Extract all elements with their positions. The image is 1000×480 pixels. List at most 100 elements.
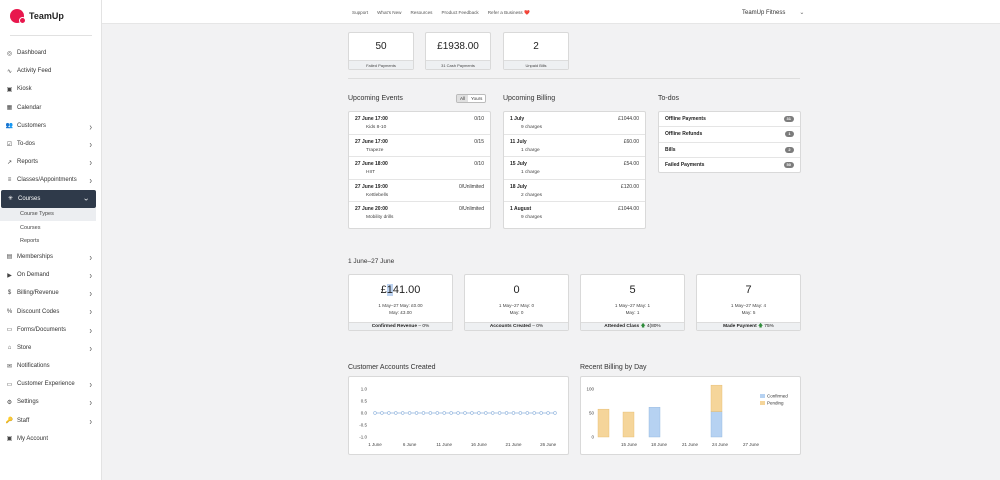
top-link-2[interactable]: Resources bbox=[410, 10, 433, 15]
billing-chart: 100 50 0 15 June 18 June 21 June 24 June 27 Jun… bbox=[580, 376, 801, 455]
settings-icon: ⚙ bbox=[6, 399, 13, 406]
kpi-change: 0% bbox=[422, 324, 430, 329]
sidebar-item-customers[interactable]: 👥 Customers › bbox=[0, 117, 100, 135]
event-capacity: 0/15 bbox=[474, 138, 484, 145]
stat-label: 31 Cash Payments bbox=[426, 60, 490, 69]
calendar-icon: ▦ bbox=[6, 105, 13, 112]
sidebar-item-on-demand[interactable]: ▶ On Demand › bbox=[0, 266, 100, 284]
sidebar-item-activity-feed[interactable]: ∿ Activity Feed bbox=[0, 62, 100, 80]
todo-row[interactable]: Failed Payments 50 bbox=[659, 158, 800, 173]
filter-all-button[interactable]: All bbox=[457, 95, 469, 102]
filter-yours-button[interactable]: Yours bbox=[468, 95, 486, 102]
sidebar-subitem-course-types[interactable]: Course Types bbox=[0, 207, 96, 222]
top-link-0[interactable]: Support bbox=[352, 10, 369, 15]
event-row[interactable]: 27 June 20:00 Mobility drills 0/Unlimited bbox=[349, 202, 490, 225]
billing-charges: 1 charge bbox=[521, 147, 540, 153]
data-point bbox=[387, 411, 391, 415]
sidebar-item-calendar[interactable]: ▦ Calendar bbox=[0, 99, 100, 117]
data-point bbox=[380, 411, 384, 415]
sidebar-item-forms-documents[interactable]: ▭ Forms/Documents › bbox=[0, 321, 100, 339]
sidebar-item-label: Memberships bbox=[17, 253, 54, 260]
event-row[interactable]: 27 June 18:00 HIIT 0/10 bbox=[349, 157, 490, 180]
kpi-label: Attended Class 🡅 4(80% bbox=[581, 322, 684, 330]
sidebar-item-courses[interactable]: ✳ Courses › bbox=[1, 189, 96, 208]
kpi-card[interactable]: £141.00 1 May–27 May: £0.00 May: £3.00 Conf… bbox=[348, 274, 453, 331]
billing-row[interactable]: 1 August 9 charges £1044.00 bbox=[504, 202, 645, 225]
billing-row[interactable]: 18 July 2 charges £120.00 bbox=[504, 180, 645, 203]
sidebar-item-label: On Demand bbox=[17, 272, 50, 279]
stat-cash-payments[interactable]: £1938.00 31 Cash Payments bbox=[425, 32, 491, 70]
sidebar-item-label: Kiosk bbox=[17, 86, 32, 93]
y-tick-label: 50 bbox=[589, 411, 595, 416]
chevron-right-icon: › bbox=[89, 342, 92, 355]
sidebar-item-discount-codes[interactable]: % Discount Codes › bbox=[0, 302, 100, 320]
kpi-previous-period: 1 May–27 May: 1 bbox=[614, 303, 651, 308]
stat-value: 50 bbox=[375, 41, 387, 52]
legend-label: Confirmed bbox=[767, 394, 788, 399]
top-link-1[interactable]: What's New bbox=[377, 10, 402, 15]
y-tick-label: 0.0 bbox=[361, 411, 368, 416]
sidebar-item-billing-revenue[interactable]: $ Billing/Revenue › bbox=[0, 284, 100, 302]
event-row[interactable]: 27 June 17:00 Kids 8-10 0/10 bbox=[349, 112, 490, 135]
x-tick-label: 26 June bbox=[540, 442, 557, 447]
sidebar-subitem-reports[interactable]: Reports bbox=[20, 238, 40, 245]
billing-charges: 1 charge bbox=[521, 170, 540, 176]
event-time: 27 June 19:00 bbox=[355, 183, 388, 190]
account-switcher[interactable]: TeamUp Fitness ⌄ bbox=[742, 9, 804, 16]
top-link-4[interactable]: Refer a Business ❤️ bbox=[487, 10, 530, 15]
sidebar-item-my-account[interactable]: ▣ My Account bbox=[0, 430, 100, 448]
forms-icon: ▭ bbox=[6, 327, 13, 334]
billing-date: 18 July bbox=[510, 183, 527, 190]
sidebar-item-dashboard[interactable]: ◎ Dashboard bbox=[0, 44, 100, 62]
sidebar-item-label: Calendar bbox=[17, 104, 42, 111]
stat-failed-payments[interactable]: 50 Failed Payments bbox=[348, 32, 414, 70]
bar-pending bbox=[622, 411, 635, 438]
upcoming-events-list: 27 June 17:00 Kids 8-10 0/10 27 June 17:00 T… bbox=[348, 111, 491, 229]
x-tick-label: 15 June bbox=[621, 442, 638, 447]
sidebar-item-notifications[interactable]: ✉ Notifications bbox=[0, 357, 100, 375]
sidebar-item-to-dos[interactable]: ☑ To-dos › bbox=[0, 135, 100, 153]
kpi-change-arrow: 🡅 bbox=[758, 324, 763, 329]
billing-amount: £1044.00 bbox=[618, 206, 639, 213]
sidebar-item-kiosk[interactable]: ▣ Kiosk bbox=[0, 80, 100, 98]
sidebar-subitem-courses[interactable]: Courses bbox=[20, 224, 41, 231]
top-link-3[interactable]: Product Feedback bbox=[441, 10, 479, 15]
event-name: Kids 8-10 bbox=[366, 125, 387, 130]
activity-icon: ∿ bbox=[6, 68, 13, 75]
sidebar-item-customer-experience[interactable]: ▭ Customer Experience › bbox=[0, 375, 100, 393]
sidebar-item-classes-appointments[interactable]: ≡ Classes/Appointments › bbox=[0, 171, 100, 189]
accounts-chart-title: Customer Accounts Created bbox=[348, 364, 436, 371]
kpi-card[interactable]: 7 1 May–27 May: 4 May: 5 Made Payment 🡅 75% bbox=[696, 274, 801, 331]
bar-pending bbox=[597, 408, 610, 438]
billing-row[interactable]: 1 July 9 charges £1044.00 bbox=[504, 112, 645, 135]
billing-row[interactable]: 11 July 1 charge £60.00 bbox=[504, 135, 645, 158]
billing-date: 15 July bbox=[510, 161, 527, 168]
data-point bbox=[477, 411, 481, 415]
billing-row[interactable]: 15 July 1 charge £54.00 bbox=[504, 157, 645, 180]
todo-row[interactable]: Offline Refunds 1 bbox=[659, 127, 800, 143]
event-row[interactable]: 27 June 17:00 Trapeze 0/15 bbox=[349, 135, 490, 158]
teamup-logo[interactable]: TeamUp bbox=[10, 9, 64, 24]
todo-row[interactable]: Offline Payments 31 bbox=[659, 112, 800, 128]
x-tick-label: 11 June bbox=[436, 442, 452, 447]
sidebar-item-settings[interactable]: ⚙ Settings › bbox=[0, 393, 100, 411]
sidebar-item-store[interactable]: ⌂ Store › bbox=[0, 339, 100, 357]
sidebar-item-reports[interactable]: ↗ Reports › bbox=[0, 153, 100, 171]
stat-unpaid-bills[interactable]: 2 Unpaid Bills bbox=[503, 32, 569, 70]
data-point bbox=[394, 411, 398, 415]
kpi-card[interactable]: 0 1 May–27 May: 0 May: 0 Accounts Created –… bbox=[464, 274, 569, 331]
todo-row[interactable]: Bills 2 bbox=[659, 143, 800, 158]
kpi-value: £141.00 bbox=[380, 284, 421, 296]
event-row[interactable]: 27 June 19:00 Kettlebells 0/Unlimited bbox=[349, 180, 490, 203]
sidebar-item-label: Dashboard bbox=[17, 50, 47, 57]
app-name: TeamUp bbox=[29, 11, 64, 21]
sidebar-item-memberships[interactable]: ▤ Memberships › bbox=[0, 248, 100, 266]
billing-amount: £1044.00 bbox=[618, 116, 639, 122]
notifications-icon: ✉ bbox=[6, 363, 13, 370]
chevron-right-icon: › bbox=[89, 287, 92, 300]
kpi-card[interactable]: 5 1 May–27 May: 1 May: 1 Attended Class 🡅 4… bbox=[580, 274, 685, 331]
data-point bbox=[504, 411, 509, 415]
todo-count-badge: 50 bbox=[783, 161, 794, 168]
kpi-change: 0% bbox=[536, 324, 544, 329]
sidebar-item-staff[interactable]: 🔑 Staff › bbox=[0, 412, 100, 430]
